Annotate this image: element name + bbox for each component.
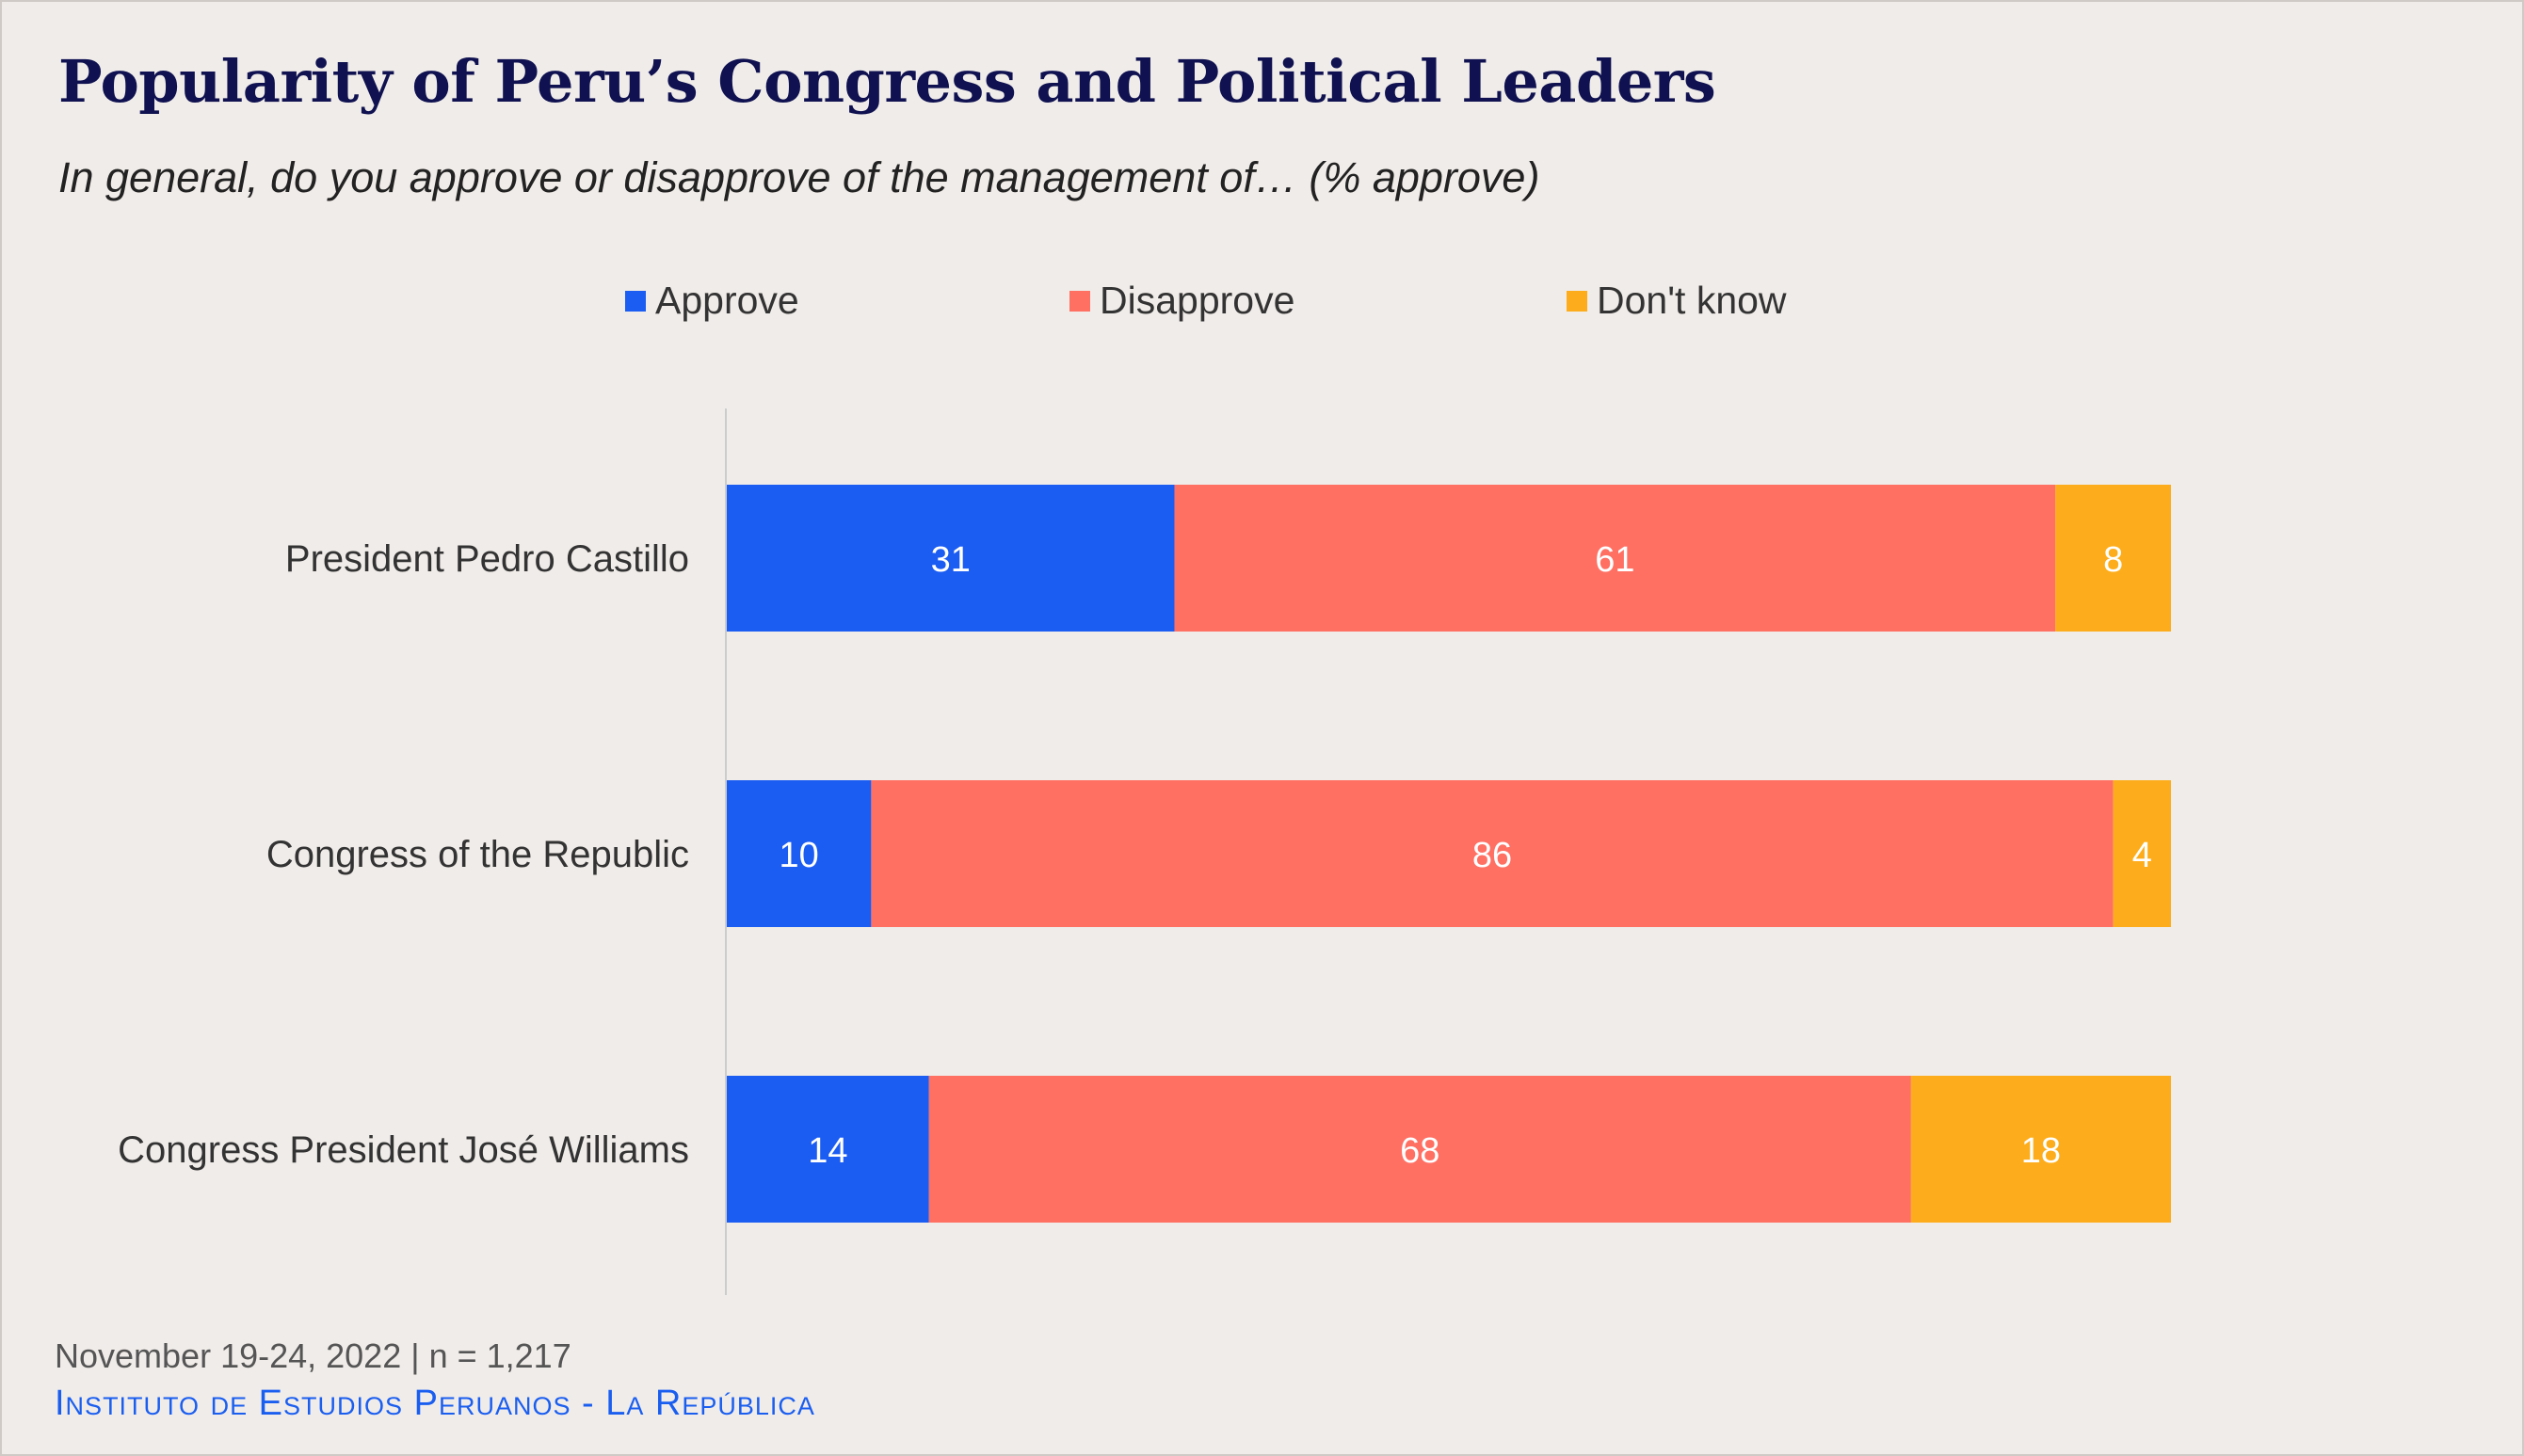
data-label-disapprove: 68: [1400, 1131, 1439, 1171]
bar-segment-dont-know: [2113, 780, 2171, 927]
bar-segment-dont-know: [1910, 1076, 2171, 1223]
legend-label-dont-know: Don't know: [1597, 279, 1787, 322]
data-label-dont-know: 4: [2132, 836, 2152, 875]
bar-segment-disapprove: [928, 1076, 1911, 1223]
legend-swatch-approve: [625, 290, 646, 312]
legend-label-disapprove: Disapprove: [1100, 279, 1295, 322]
category-label: Congress of the Republic: [266, 834, 689, 875]
legend-item-disapprove: Disapprove: [1069, 279, 1294, 323]
bars-group: President Pedro Castillo 31 61 8 Congress of…: [118, 485, 2171, 1223]
footer-source: Instituto de Estudios Peruanos - La Repú…: [55, 1384, 815, 1423]
bar-segment-disapprove: [871, 780, 2114, 927]
bar-segment-approve: [727, 1076, 929, 1223]
legend-item-dont-know: Don't know: [1567, 279, 1787, 323]
chart-subtitle: In general, do you approve or disapprove…: [58, 153, 1540, 201]
bar-segment-dont-know: [2055, 485, 2171, 632]
legend-swatch-disapprove: [1069, 290, 1090, 312]
category-label: Congress President José Williams: [118, 1129, 689, 1171]
legend-item-approve: Approve: [625, 279, 799, 323]
data-label-dont-know: 8: [2103, 540, 2123, 580]
chart-title: Popularity of Peru’s Congress and Politi…: [58, 47, 1716, 116]
legend-swatch-dont-know: [1567, 290, 1587, 312]
data-label-disapprove: 86: [1472, 836, 1512, 875]
data-label-approve: 10: [780, 836, 819, 875]
data-label-dont-know: 18: [2021, 1131, 2061, 1171]
bar-segment-approve: [727, 780, 872, 927]
data-label-approve: 31: [931, 540, 971, 580]
stacked-bar-chart: President Pedro Castillo 31 61 8 Congress of…: [118, 408, 2171, 1295]
bar-segment-approve: [727, 485, 1175, 632]
bar-segment-disapprove: [1174, 485, 2056, 632]
category-label: President Pedro Castillo: [285, 538, 689, 580]
legend-label-approve: Approve: [655, 279, 799, 322]
footer-date-sample: November 19-24, 2022 | n = 1,217: [55, 1336, 571, 1375]
data-label-disapprove: 61: [1595, 540, 1634, 580]
data-label-approve: 14: [808, 1131, 847, 1171]
